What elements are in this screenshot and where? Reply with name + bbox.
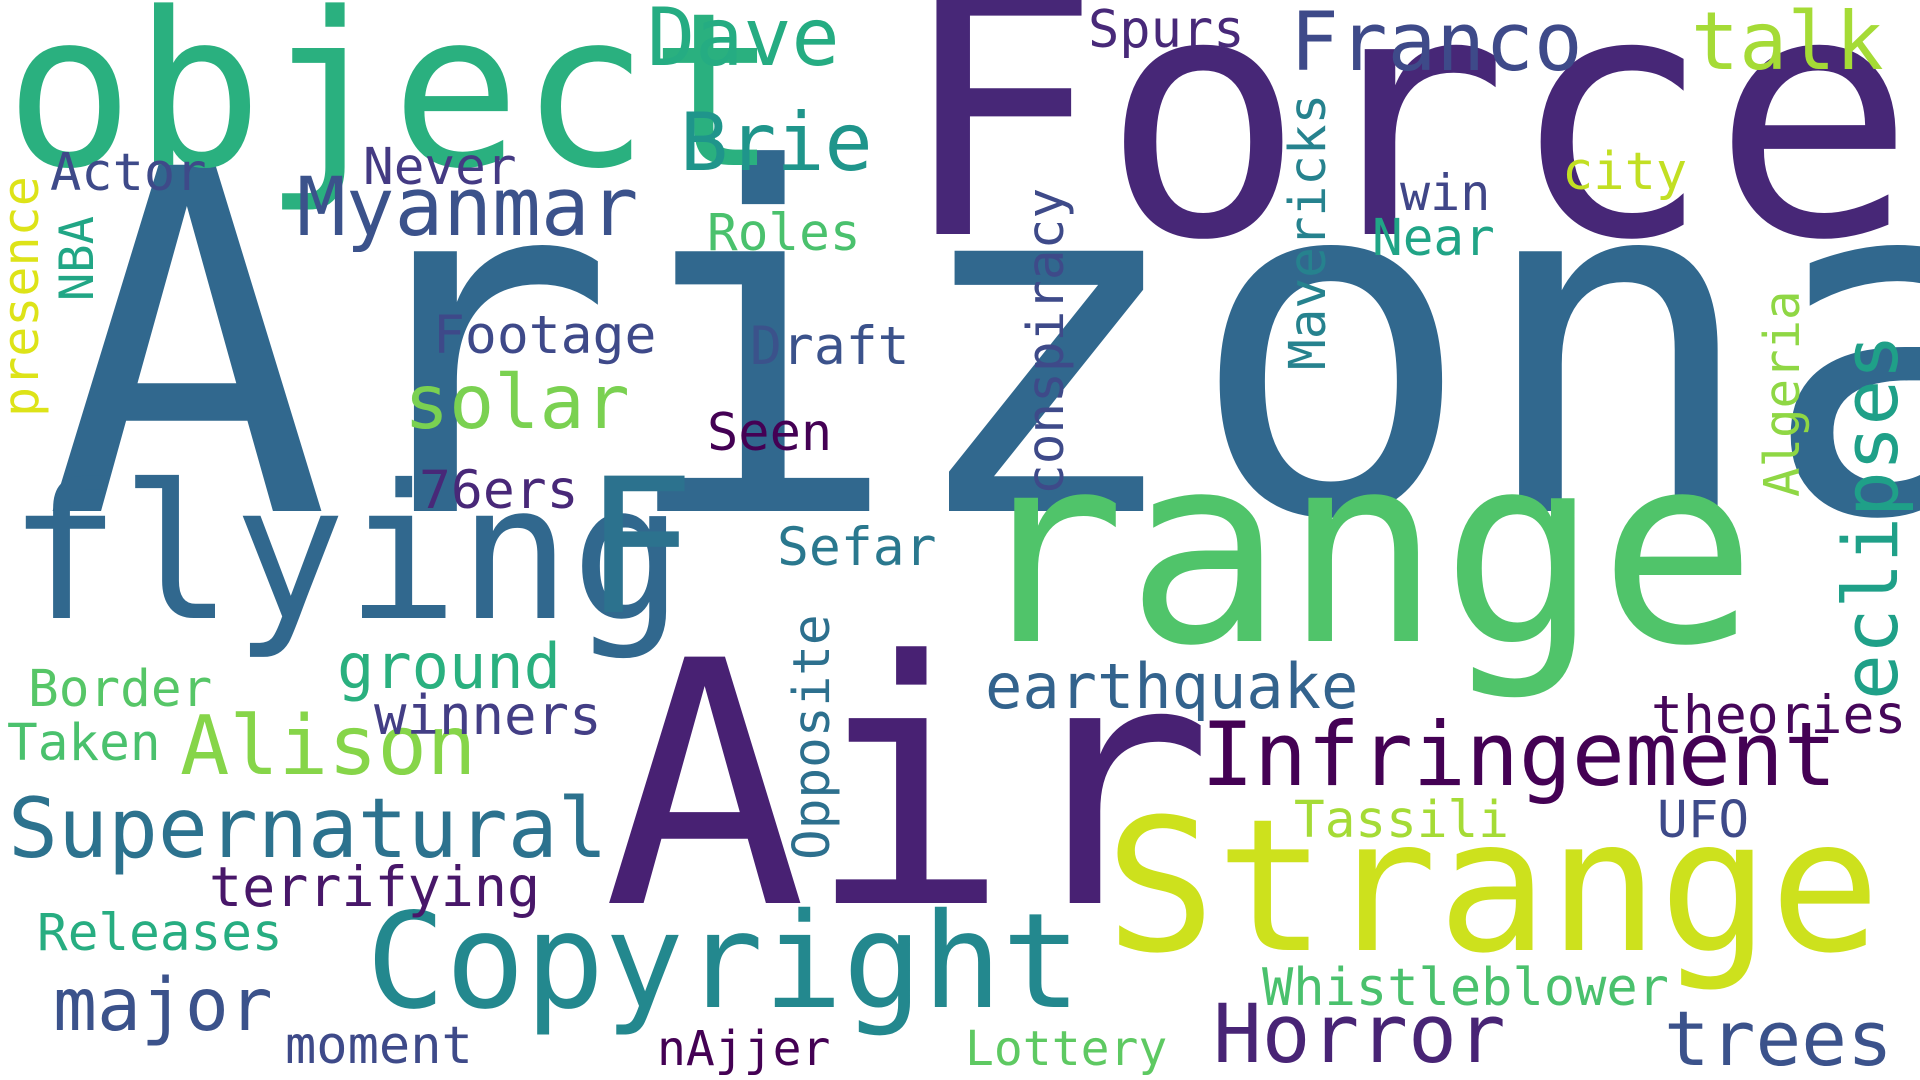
word-taken: Taken bbox=[7, 714, 161, 773]
word-nba: NBA bbox=[50, 216, 105, 301]
word-alison: Alison bbox=[180, 699, 477, 794]
word-whistleblower: Whistleblower bbox=[1262, 958, 1669, 1018]
word-seen: Seen bbox=[707, 403, 833, 463]
word-lottery: Lottery bbox=[965, 1021, 1168, 1077]
word-supernatural: Supernatural bbox=[8, 780, 608, 877]
word-ufo: UFO bbox=[1657, 791, 1750, 850]
word-opposite: Opposite bbox=[783, 614, 842, 860]
word-sefar: Sefar bbox=[777, 517, 937, 578]
word-franco: Franco bbox=[1290, 0, 1583, 90]
word-eclipses: eclipses bbox=[1826, 333, 1915, 700]
word-terrifying: terrifying bbox=[209, 855, 541, 919]
word-earthquake: earthquake bbox=[985, 650, 1359, 723]
word-air: Air bbox=[603, 589, 1214, 983]
word-presence: presence bbox=[0, 176, 50, 417]
word-conspiracy: conspiracy bbox=[1017, 187, 1076, 495]
word-roles: Roles bbox=[707, 204, 861, 263]
word-draft: Draft bbox=[750, 316, 910, 377]
word-footage: Footage bbox=[433, 305, 657, 366]
word-solar: solar bbox=[404, 358, 630, 446]
word-major: major bbox=[53, 963, 273, 1048]
word-strange: Strange bbox=[1105, 780, 1881, 994]
word-brie: Brie bbox=[680, 96, 873, 189]
word-border: Border bbox=[28, 660, 213, 719]
word-releases: Releases bbox=[37, 904, 283, 963]
word-object: object bbox=[5, 0, 779, 216]
word-actor: Actor bbox=[50, 143, 207, 203]
word-arizona: Arizona bbox=[44, 71, 1920, 624]
word-moment: moment bbox=[285, 1016, 473, 1076]
word-dave: Dave bbox=[647, 0, 840, 84]
word-horror: Horror bbox=[1213, 988, 1506, 1080]
word-win: win bbox=[1400, 164, 1491, 222]
word-winners: winners bbox=[374, 684, 602, 747]
word-force: Force bbox=[898, 0, 1916, 314]
word-infringement: Infringement bbox=[1201, 703, 1837, 806]
word-never: Never bbox=[363, 138, 517, 197]
word-tassili: Tassili bbox=[1294, 791, 1509, 850]
word-copyright: Copyright bbox=[366, 885, 1082, 1039]
word-trees: trees bbox=[1664, 994, 1893, 1080]
word-76ers: 76ers bbox=[419, 460, 579, 521]
word-myanmar: Myanmar bbox=[297, 161, 639, 255]
word-talk: talk bbox=[1691, 0, 1884, 88]
word-near: Near bbox=[1372, 209, 1495, 268]
word-algeria: Algeria bbox=[1754, 290, 1811, 497]
word-range: range bbox=[968, 398, 1757, 703]
word-najjer: nAjjer bbox=[657, 1021, 831, 1077]
word-flying: flying bbox=[8, 445, 684, 663]
word-theories: theories bbox=[1651, 685, 1907, 746]
word-spurs: Spurs bbox=[1088, 0, 1245, 60]
word-f: F bbox=[583, 439, 696, 657]
word-ground: ground bbox=[337, 630, 561, 703]
word-city: city bbox=[1562, 142, 1688, 202]
word-mavericks: Mavericks bbox=[1279, 93, 1338, 370]
